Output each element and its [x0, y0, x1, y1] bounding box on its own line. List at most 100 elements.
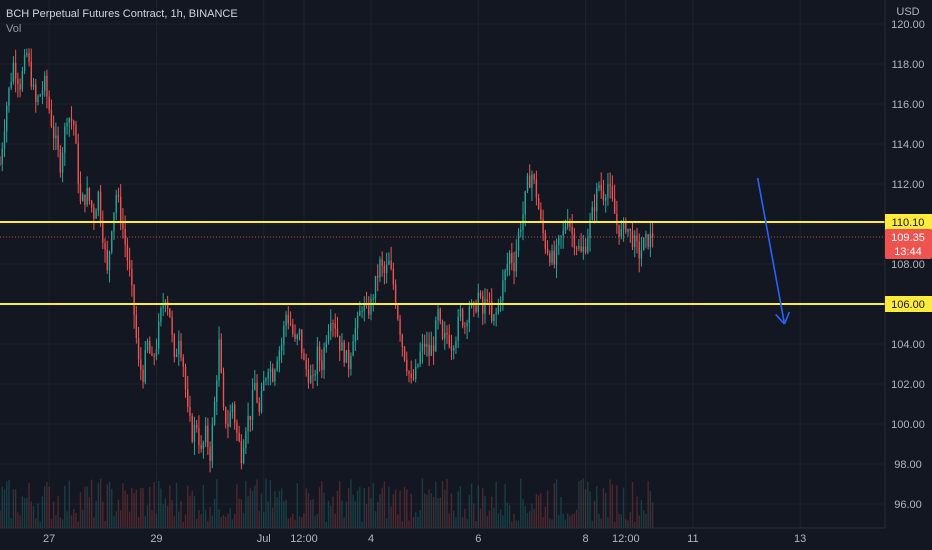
candle	[254, 369, 256, 391]
candle-body	[79, 183, 82, 202]
candle-body	[305, 359, 307, 370]
volume-bar	[587, 481, 589, 528]
candle	[388, 252, 390, 266]
volume-bar	[448, 513, 450, 528]
candle-body	[61, 152, 64, 173]
candle	[258, 397, 260, 416]
candle	[122, 208, 124, 239]
volume-bar	[289, 517, 292, 528]
candle	[222, 367, 225, 411]
volume-bar	[126, 494, 129, 528]
candle	[267, 368, 269, 386]
candle	[403, 345, 406, 363]
candle	[549, 250, 551, 267]
candle-body	[102, 221, 104, 243]
candle-body	[408, 371, 410, 374]
candle	[497, 298, 500, 315]
volume-bar	[19, 515, 21, 528]
volume-bar	[584, 489, 587, 528]
volume-bar	[211, 515, 214, 528]
price-tick-label: 100.00	[891, 419, 925, 431]
candle-body	[562, 230, 564, 236]
candle	[591, 201, 593, 221]
candle	[365, 291, 368, 309]
candle	[560, 235, 562, 249]
volume-indicator-label[interactable]: Vol	[6, 23, 22, 35]
volume-bar	[8, 479, 10, 528]
volume-bar	[598, 513, 600, 528]
candle-body	[571, 226, 573, 234]
candle	[204, 417, 207, 448]
volume-bar	[491, 496, 493, 528]
volume-bar	[41, 496, 44, 528]
candle-body	[347, 350, 350, 369]
candle-body	[341, 342, 343, 351]
candle	[596, 182, 598, 223]
volume-bar	[325, 521, 328, 528]
candle-body	[211, 424, 214, 461]
candle	[430, 331, 433, 356]
candle-body	[488, 301, 491, 303]
volume-bar	[99, 478, 102, 528]
candle	[544, 229, 547, 254]
candle-body	[616, 213, 618, 225]
candle	[475, 299, 477, 314]
candle	[157, 313, 160, 355]
candle-body	[216, 380, 218, 403]
candle-body	[394, 284, 397, 306]
time-tick-label: 11	[687, 533, 698, 545]
candle	[640, 236, 643, 267]
candle-body	[392, 268, 395, 285]
volume-bar	[446, 479, 448, 528]
candle-body	[419, 351, 421, 365]
candle	[618, 224, 620, 245]
volume-bar	[377, 501, 379, 528]
candle-body	[128, 260, 131, 269]
candle	[542, 209, 544, 241]
candle-body	[620, 229, 623, 237]
candle	[441, 319, 444, 341]
symbol-title[interactable]: BCH Perpetual Futures Contract, 1h, BINA…	[6, 8, 238, 20]
volume-bar	[316, 514, 319, 528]
candle	[330, 309, 332, 341]
candle	[649, 223, 652, 257]
candle-body	[82, 194, 84, 202]
candle-body	[609, 184, 611, 187]
candle-body	[178, 340, 180, 354]
volume-bar	[645, 513, 647, 528]
candle-body	[309, 375, 312, 383]
candle-body	[298, 329, 301, 335]
candle	[602, 179, 605, 206]
candle-body	[301, 329, 303, 353]
volume-bar	[267, 501, 269, 528]
candle-body	[296, 334, 298, 339]
candle-body	[8, 87, 10, 106]
candle	[6, 101, 8, 143]
candle-body	[636, 235, 638, 242]
candle-body	[225, 407, 227, 424]
candle-body	[142, 370, 144, 383]
volume-bar	[347, 487, 350, 528]
candle-body	[336, 328, 339, 336]
candle	[589, 212, 591, 252]
candle-body	[423, 343, 426, 347]
volume-bar	[55, 515, 57, 528]
candle	[14, 49, 17, 93]
volume-bar	[314, 516, 316, 528]
volume-bar	[502, 515, 504, 528]
volume-bar	[616, 485, 618, 528]
candle-body	[580, 246, 582, 252]
volume-bar	[195, 519, 198, 528]
candle	[383, 261, 386, 285]
candle	[354, 317, 357, 352]
candle	[437, 304, 439, 330]
candle	[106, 240, 108, 274]
candle-body	[184, 366, 187, 390]
volume-bar	[157, 480, 160, 528]
volume-bar	[504, 483, 506, 528]
candle-body	[318, 346, 321, 361]
candle	[195, 420, 198, 433]
candle	[274, 368, 276, 386]
candle-body	[52, 126, 55, 139]
